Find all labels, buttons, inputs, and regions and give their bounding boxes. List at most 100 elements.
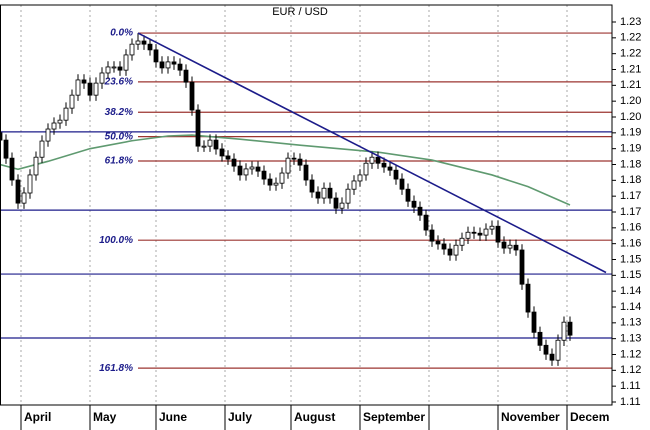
candle-body <box>411 200 417 208</box>
candle-body <box>171 61 177 65</box>
y-tick-label: 1.18 <box>620 158 641 170</box>
candle-body <box>9 157 15 181</box>
candle-body <box>27 174 33 194</box>
x-tick-label: Decem <box>570 410 609 424</box>
y-tick-label: 1.12 <box>620 364 641 376</box>
candle-body <box>297 158 303 166</box>
candle-body <box>63 107 69 121</box>
candle-body <box>537 331 543 346</box>
candle-body <box>153 49 159 63</box>
candle-body <box>129 43 135 56</box>
y-tick-label: 1.22 <box>620 48 641 60</box>
candle-body <box>45 128 51 142</box>
candle-body <box>195 109 201 147</box>
candle-body <box>75 79 81 96</box>
fib-label: 61.8% <box>105 156 133 167</box>
candle-body <box>207 139 213 147</box>
candle-body <box>21 192 27 204</box>
candle-body <box>147 43 153 51</box>
y-tick-label: 1.18 <box>620 174 641 186</box>
plot-frame <box>0 4 613 406</box>
candle-body <box>375 156 381 164</box>
candle-body <box>135 40 141 45</box>
y-tick-label: 1.19 <box>620 127 641 139</box>
candle-body <box>87 82 93 96</box>
candle-body <box>423 214 429 231</box>
x-tick-label: June <box>159 410 187 424</box>
x-tick-label: April <box>24 410 51 424</box>
candle-body <box>513 244 519 251</box>
candle-body <box>303 164 309 181</box>
candle-body <box>381 162 387 168</box>
candle-body <box>453 244 459 256</box>
x-tick-label: November <box>501 410 560 424</box>
candle-body <box>333 197 339 209</box>
y-tick-label: 1.17 <box>620 206 641 218</box>
candle-body <box>507 244 513 249</box>
x-tick-label: May <box>93 410 117 424</box>
candle-body <box>183 69 189 83</box>
candle-body <box>201 145 207 148</box>
candle-body <box>105 66 111 74</box>
y-tick-label: 1.23 <box>620 16 641 28</box>
candle-body <box>465 231 471 239</box>
candle-body <box>255 166 261 172</box>
candle-body <box>267 178 273 186</box>
candle-body <box>393 169 399 180</box>
candle-body <box>225 155 231 160</box>
y-tick-label: 1.12 <box>620 348 641 360</box>
candle-body <box>33 156 39 176</box>
candle-body <box>387 166 393 171</box>
candle-body <box>123 54 129 71</box>
candle-body <box>339 202 345 209</box>
candle-body <box>291 157 297 160</box>
candle-body <box>501 241 507 249</box>
candle-body <box>351 180 357 190</box>
candle-body <box>231 158 237 167</box>
candle-body <box>219 148 225 157</box>
candle-body <box>417 206 423 216</box>
candle-body <box>3 139 9 159</box>
candle-body <box>69 94 75 109</box>
candle-body <box>327 187 333 199</box>
candle-body <box>555 339 561 361</box>
candle-body <box>543 344 549 355</box>
candle-body <box>93 82 99 96</box>
fib-label: 0.0% <box>110 28 133 39</box>
y-tick-label: 1.11 <box>620 380 641 392</box>
y-tick-label: 1.15 <box>620 253 641 265</box>
candle-body <box>477 232 483 236</box>
candle-body <box>309 179 315 193</box>
candle-body <box>315 191 321 199</box>
candle-body <box>261 170 267 180</box>
y-tick-label: 1.20 <box>620 95 641 107</box>
y-tick-label: 1.21 <box>620 63 641 75</box>
fib-label: 100.0% <box>99 235 133 246</box>
candle-body <box>15 179 21 204</box>
y-tick-label: 1.14 <box>620 301 641 313</box>
candle-body <box>447 248 453 256</box>
candle-body <box>357 174 363 182</box>
candle-body <box>57 119 63 124</box>
candle-body <box>243 168 249 176</box>
fib-label: 38.2% <box>105 107 133 118</box>
candle-body <box>279 172 285 184</box>
candle-body <box>561 321 567 341</box>
candle-body <box>189 81 195 111</box>
chart-title: EUR / USD <box>272 6 328 18</box>
candle-body <box>549 353 555 361</box>
candle-body <box>459 237 465 246</box>
y-tick-label: 1.11 <box>620 396 641 408</box>
candle-body <box>249 166 255 170</box>
candle-body <box>213 139 219 150</box>
y-tick-label: 1.15 <box>620 269 641 281</box>
x-tick-label: August <box>294 410 335 424</box>
y-tick-label: 1.14 <box>620 285 641 297</box>
x-tick-label: September <box>363 410 425 424</box>
y-tick-label: 1.19 <box>620 143 641 155</box>
candle-body <box>237 165 243 176</box>
candle-body <box>159 61 165 69</box>
candle-body <box>273 182 279 186</box>
